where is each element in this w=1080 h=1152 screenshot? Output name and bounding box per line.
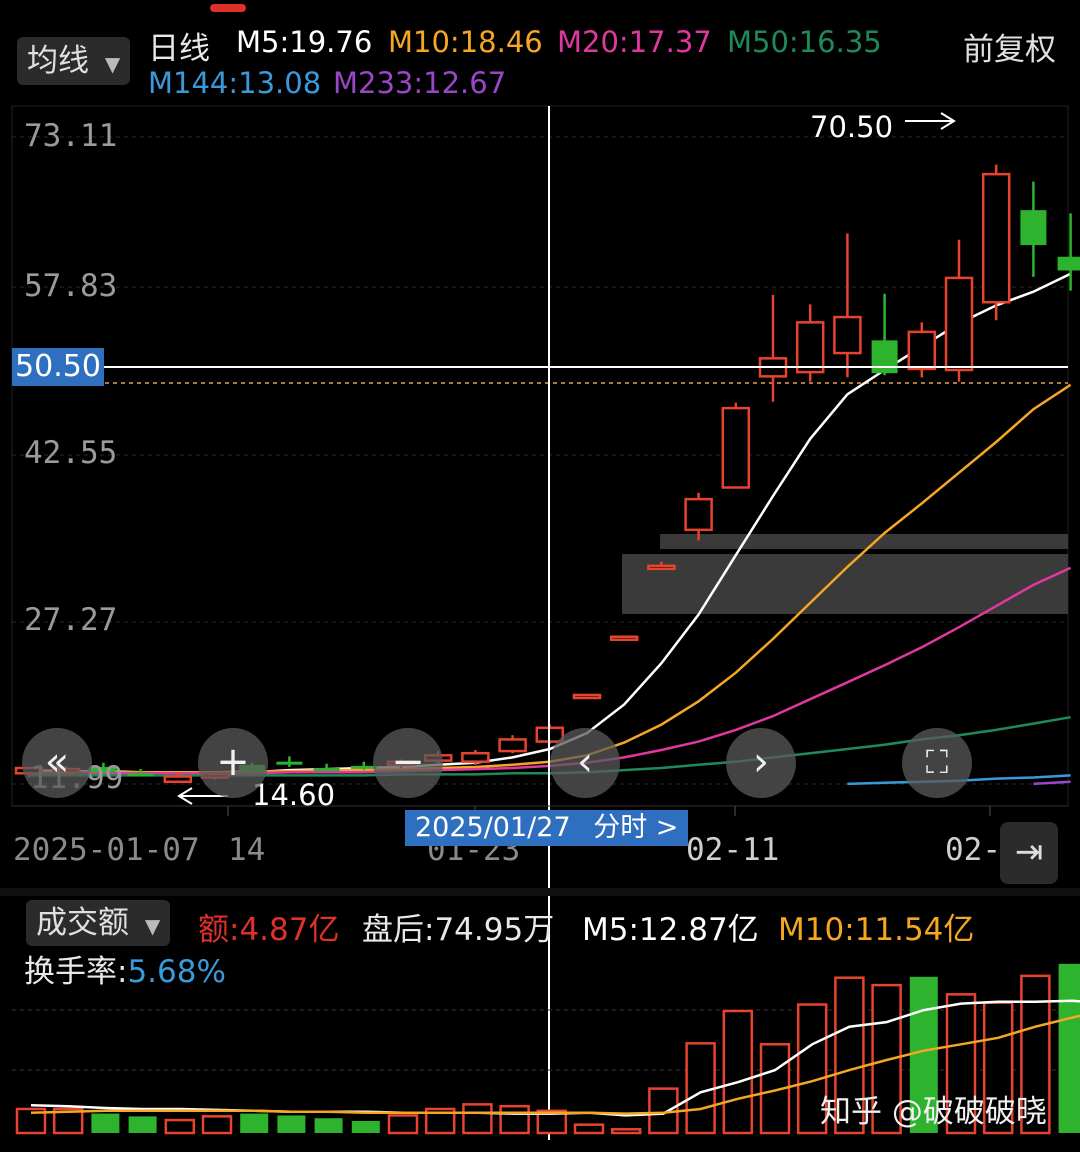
ma144-label: M144:13.08 bbox=[148, 66, 322, 100]
ma5-label: M5:19.76 bbox=[236, 25, 373, 59]
candle bbox=[1057, 213, 1080, 291]
candle-body bbox=[350, 765, 377, 769]
high-marker bbox=[905, 112, 956, 130]
candle-body bbox=[127, 773, 154, 777]
candle-body bbox=[833, 315, 862, 355]
candle-body bbox=[684, 497, 713, 532]
panel-divider bbox=[0, 888, 1080, 896]
price-tick: 27.27 bbox=[24, 602, 118, 638]
candle bbox=[461, 750, 490, 765]
candle-body bbox=[907, 330, 937, 371]
amount-label: 额: bbox=[198, 912, 240, 948]
ma10-label: M10:18.46 bbox=[388, 25, 543, 59]
candle-body bbox=[609, 635, 639, 642]
turnover-label: 换手率: bbox=[24, 954, 128, 990]
adjust-mode-button[interactable]: 前复权 bbox=[963, 32, 1056, 68]
candle bbox=[90, 762, 117, 774]
ma-type-selector[interactable]: 均线 ▼ bbox=[17, 37, 131, 85]
price-tick: 73.11 bbox=[24, 118, 118, 154]
candle bbox=[127, 769, 154, 777]
date-label: 2025-01-07 bbox=[13, 832, 200, 868]
chevron-down-icon: ▼ bbox=[104, 52, 121, 76]
candle bbox=[647, 561, 676, 571]
candle bbox=[313, 763, 340, 772]
candle-body bbox=[1020, 210, 1047, 246]
scroll-left-button[interactable]: ‹ bbox=[550, 728, 620, 798]
candle-body bbox=[795, 321, 825, 374]
candle bbox=[758, 294, 788, 402]
scroll-indicator bbox=[210, 4, 246, 12]
chart-frame bbox=[11, 105, 1069, 807]
gap-band-lower bbox=[622, 554, 1068, 614]
ma233-label: M233:12.67 bbox=[333, 66, 507, 100]
candle-body bbox=[721, 406, 751, 489]
after-hours-value: 74.95万 bbox=[434, 912, 555, 948]
jump-start-button[interactable]: « bbox=[22, 728, 92, 798]
candle-body bbox=[163, 775, 193, 784]
turnover-value: 5.68% bbox=[127, 954, 226, 990]
candle-body bbox=[498, 738, 527, 753]
candle bbox=[684, 492, 713, 541]
candle-body bbox=[944, 276, 974, 372]
gap-band-upper bbox=[660, 534, 1068, 549]
volume-indicator-label: 成交额 bbox=[36, 905, 129, 941]
candle-body bbox=[313, 768, 340, 772]
candle bbox=[350, 761, 377, 771]
chevron-down-icon: ▼ bbox=[144, 914, 161, 938]
candle bbox=[163, 772, 193, 784]
amount-readout: 额:4.87亿 bbox=[198, 904, 339, 949]
crosshair-price-label: 50.50 bbox=[12, 348, 104, 386]
date-label: 02-11 bbox=[686, 832, 780, 868]
candle-body bbox=[276, 761, 303, 765]
crosshair-date-badge[interactable]: 2025/01/27 分时 > bbox=[405, 810, 689, 846]
price-tick: 42.55 bbox=[24, 435, 118, 471]
ma20-label: M20:17.37 bbox=[557, 25, 712, 59]
candle bbox=[871, 293, 898, 376]
candle-body bbox=[871, 340, 898, 374]
turnover-readout: 换手率:5.68% bbox=[24, 946, 226, 991]
amount-value: 4.87亿 bbox=[239, 912, 340, 948]
candle bbox=[1020, 181, 1047, 277]
after-hours-readout: 盘后:74.95万 bbox=[362, 904, 554, 949]
after-hours-label: 盘后: bbox=[362, 912, 435, 948]
scroll-right-button[interactable]: › bbox=[726, 728, 796, 798]
ma50-label: M50:16.35 bbox=[727, 25, 882, 59]
crosshair-date: 2025/01/27 bbox=[415, 812, 571, 843]
ma-line-m233 bbox=[1033, 780, 1071, 786]
ma-type-label: 均线 bbox=[27, 43, 89, 79]
candle-body bbox=[647, 564, 676, 571]
candle bbox=[833, 233, 862, 378]
price-tick: 57.83 bbox=[24, 268, 118, 304]
low-price-label: 14.60 bbox=[252, 778, 336, 812]
watermark: 知乎 @破破破晓 bbox=[820, 1094, 1047, 1130]
candle bbox=[498, 735, 527, 754]
date-label: 02- bbox=[945, 832, 1001, 868]
candle bbox=[907, 322, 937, 378]
candle-body bbox=[461, 751, 490, 763]
intraday-link[interactable]: 分时 > bbox=[593, 812, 679, 843]
candle-body bbox=[572, 693, 602, 700]
date-label: 14 bbox=[228, 832, 266, 868]
candle-body bbox=[90, 766, 117, 773]
candle bbox=[276, 756, 303, 767]
jump-to-latest-button[interactable]: ⇥ bbox=[1000, 822, 1058, 884]
candle bbox=[944, 239, 974, 382]
candle bbox=[609, 635, 639, 642]
volume-indicator-selector[interactable]: 成交额 ▼ bbox=[26, 900, 171, 946]
fullscreen-icon[interactable]: ⛶ bbox=[902, 728, 972, 798]
volume-m5-label: M5:12.87亿 bbox=[582, 912, 759, 948]
candle-body bbox=[981, 172, 1011, 304]
candle bbox=[981, 164, 1011, 321]
candle-body bbox=[1057, 256, 1080, 271]
low-marker bbox=[177, 787, 228, 805]
volume-m10-label: M10:11.54亿 bbox=[778, 912, 975, 948]
zoom-in-button[interactable]: + bbox=[198, 728, 268, 798]
period-label[interactable]: 日线 bbox=[148, 31, 210, 67]
candle bbox=[721, 402, 751, 489]
zoom-out-button[interactable]: − bbox=[373, 728, 443, 798]
candle bbox=[795, 304, 825, 382]
high-price-label: 70.50 bbox=[810, 110, 894, 144]
candle bbox=[572, 693, 602, 700]
